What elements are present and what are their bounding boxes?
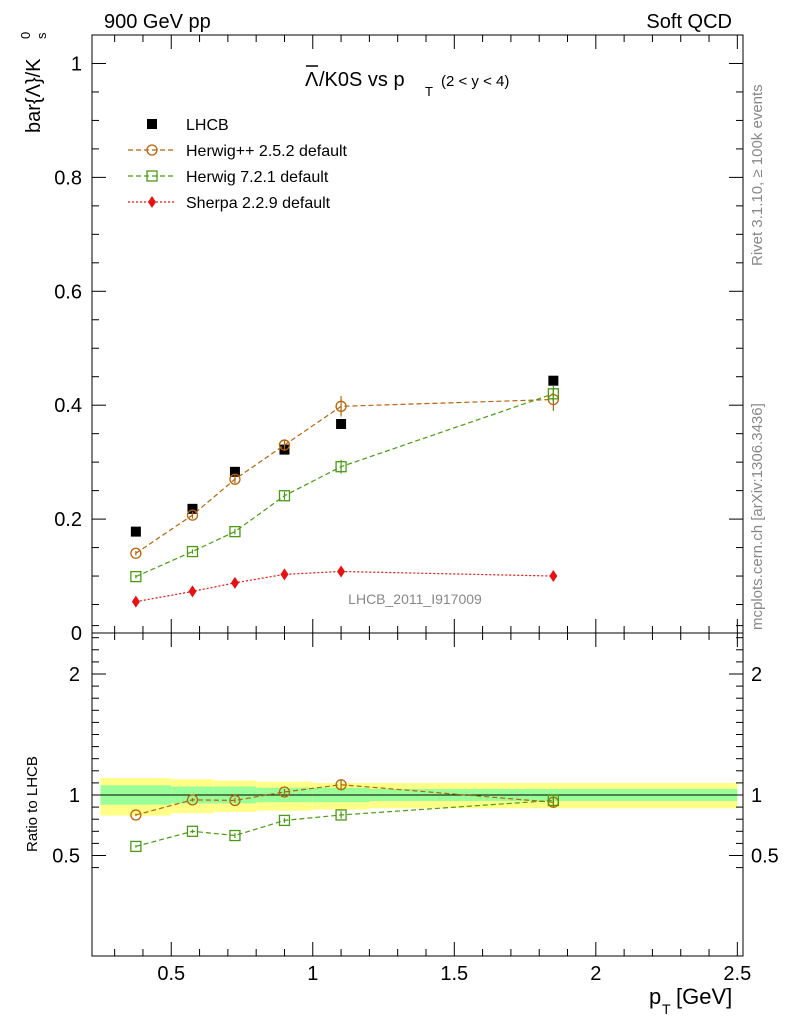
data-point	[186, 509, 199, 521]
data-point	[548, 375, 559, 386]
series-0	[130, 375, 559, 537]
data-point	[131, 595, 140, 608]
ratio-series-line	[135, 799, 554, 848]
title-sub: T	[425, 84, 433, 99]
data-point	[130, 570, 142, 583]
data-point	[229, 525, 241, 538]
legend-label: Herwig++ 2.5.2 default	[186, 143, 348, 160]
ratio-y-tick-label-right: 0.5	[751, 846, 779, 868]
data-point	[280, 568, 289, 581]
ratio-y-label: Ratio to LHCB	[24, 756, 41, 852]
legend-entry: Herwig 7.2.1 default	[128, 169, 329, 186]
title-range: (2 < y < 4)	[441, 73, 509, 90]
main-plot: 0 0.2 0.4 0.6 0.8 1 LHCB_2011_I917009 Λ /K0S …	[18, 32, 744, 645]
watermark: LHCB_2011_I917009	[348, 591, 482, 607]
x-tick-label: 2.5	[723, 963, 751, 985]
y-tick-label: 0.2	[54, 509, 82, 531]
legend-marker	[147, 119, 157, 129]
legend-marker	[148, 196, 156, 208]
x-tick-label: 1	[307, 963, 318, 985]
series-2	[130, 385, 560, 583]
ratio-data-point	[547, 794, 560, 807]
legend-entry: Herwig++ 2.5.2 default	[128, 143, 348, 160]
y-tick-label: 0.8	[54, 167, 82, 189]
ratio-series-line	[135, 784, 554, 816]
main-y-label: bar{Λ}/K 0 s	[18, 32, 49, 133]
legend-entry: LHCB	[147, 117, 229, 134]
header-left: 900 GeV pp	[104, 11, 211, 33]
ratio-y-tick-label: 2	[69, 664, 80, 686]
ratio-data-point	[335, 809, 347, 821]
legend-marker	[146, 170, 158, 182]
ratio-y-tick-label-right: 1	[751, 785, 762, 807]
x-tick-label: 0.5	[157, 963, 185, 985]
xlabel-main: p	[649, 984, 661, 1009]
y-tick-label: 0	[71, 623, 82, 645]
y-tick-label: 1	[71, 53, 82, 75]
data-point	[188, 585, 197, 598]
legend-label: Herwig 7.2.1 default	[186, 169, 329, 186]
ratio-data-point	[130, 809, 142, 821]
data-point	[229, 466, 240, 477]
ratio-y-tick-label-right: 2	[751, 664, 762, 686]
series-3	[131, 565, 558, 608]
series-1	[130, 388, 560, 559]
legend-entry: Sherpa 2.2.9 default	[128, 195, 331, 212]
y-tick-label: 0.4	[54, 395, 82, 417]
ratio-axes: 0.5 1 1.5 2 2.5 0.5 0.5 1 1 2 2	[52, 625, 779, 985]
data-point	[335, 400, 347, 412]
main-series	[130, 375, 560, 608]
legend-marker	[146, 144, 158, 156]
ratio-series-1	[130, 794, 560, 853]
data-point	[337, 565, 346, 578]
xlabel-unit: [GeV]	[676, 984, 732, 1009]
ratio-data-point	[186, 794, 199, 806]
ratio-data-point	[229, 829, 241, 842]
data-point	[187, 503, 198, 514]
data-point	[229, 473, 241, 485]
ratio-data-point	[335, 779, 347, 791]
legend: LHCB Herwig++ 2.5.2 default Herwig 7.2.1 d…	[128, 117, 348, 212]
legend-label: LHCB	[186, 117, 229, 134]
title-lambda: Λ	[305, 69, 319, 91]
data-point	[278, 439, 291, 451]
title-main: /K0S vs p	[319, 69, 405, 91]
series-line	[135, 570, 554, 603]
ratio-series	[130, 779, 560, 853]
data-point	[186, 545, 199, 558]
y-tick-label: 0.6	[54, 281, 82, 303]
ratio-data-point	[278, 814, 291, 827]
data-point	[336, 418, 347, 429]
series-line	[135, 398, 554, 554]
x-tick-label: 2	[590, 963, 601, 985]
data-point	[549, 570, 558, 583]
data-point	[335, 461, 347, 473]
x-tick-label: 1.5	[440, 963, 468, 985]
series-line	[135, 393, 554, 578]
data-point	[130, 526, 141, 537]
ylabel-sub: s	[34, 32, 49, 39]
ratio-plot: 0.5 1 1.5 2 2.5 0.5 0.5 1 1 2 2 Ratio to LHCB p T …	[24, 625, 779, 1017]
mcplots-label: mcplots.cern.ch [arXiv:1306.3436]	[749, 403, 766, 630]
data-point	[278, 490, 291, 502]
legend-label: Sherpa 2.2.9 default	[186, 195, 331, 212]
ratio-data-point	[278, 786, 291, 798]
plot-title: Λ /K0S vs p T (2 < y < 4)	[305, 65, 509, 99]
x-axis-label: p T [GeV]	[649, 984, 732, 1017]
ratio-data-point	[186, 825, 199, 837]
header-right: Soft QCD	[646, 11, 732, 33]
ratio-y-tick-label: 0.5	[52, 846, 80, 868]
rivet-label: Rivet 3.1.10, ≥ 100k events	[749, 84, 766, 266]
main-y-axis: 0 0.2 0.4 0.6 0.8 1	[54, 35, 743, 645]
data-point	[130, 547, 142, 559]
xlabel-sub: T	[662, 1001, 671, 1017]
ylabel-main: bar{Λ}/K	[23, 58, 45, 133]
ylabel-sup: 0	[18, 32, 33, 39]
data-point	[230, 576, 239, 589]
data-point	[547, 388, 560, 400]
ratio-data-point	[229, 794, 241, 807]
ratio-y-tick-label: 1	[69, 785, 80, 807]
ratio-data-point	[130, 840, 142, 853]
